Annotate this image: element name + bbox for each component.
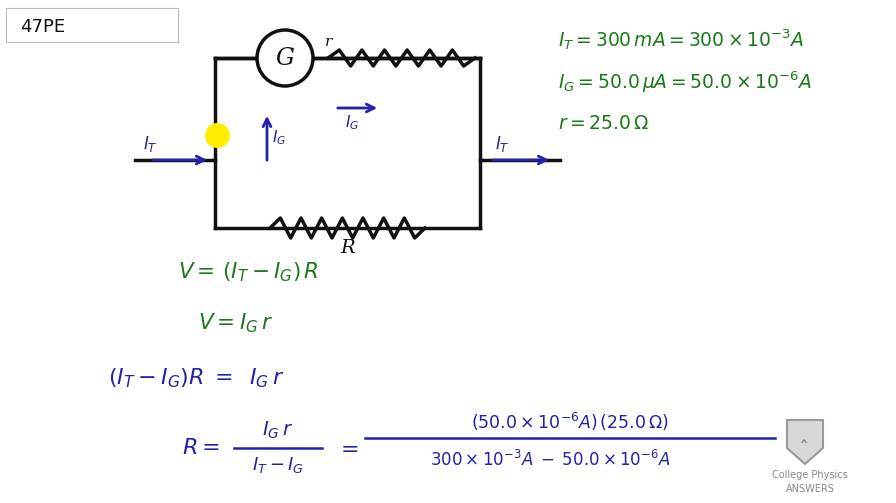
Text: $r = 25.0\,\Omega$: $r = 25.0\,\Omega$ bbox=[558, 115, 649, 133]
Text: $(50.0\times10^{-6}A)\,(25.0\,\Omega)$: $(50.0\times10^{-6}A)\,(25.0\,\Omega)$ bbox=[471, 411, 669, 433]
Text: r: r bbox=[325, 35, 332, 49]
Text: $I_G$: $I_G$ bbox=[272, 129, 286, 147]
Text: $R = $: $R = $ bbox=[182, 437, 220, 459]
Text: $I_T = 300\,mA = 300\times10^{-3}A$: $I_T = 300\,mA = 300\times10^{-3}A$ bbox=[558, 28, 805, 52]
Text: 47PE: 47PE bbox=[20, 18, 65, 36]
Polygon shape bbox=[787, 420, 823, 464]
Circle shape bbox=[257, 30, 313, 86]
Text: $=$: $=$ bbox=[336, 437, 358, 459]
Text: $\left(I_T - I_G\right)R\; =\;\; I_G\,r$: $\left(I_T - I_G\right)R\; =\;\; I_G\,r$ bbox=[108, 366, 285, 390]
Text: $I_G = 50.0\,\mu A = 50.0\times10^{-6}A$: $I_G = 50.0\,\mu A = 50.0\times10^{-6}A$ bbox=[558, 69, 812, 95]
Text: $300\times10^{-3}A\;-\;50.0\times10^{-6}A$: $300\times10^{-3}A\;-\;50.0\times10^{-6}… bbox=[430, 450, 670, 470]
Text: College Physics
ANSWERS: College Physics ANSWERS bbox=[772, 470, 848, 493]
Text: $\hat{}$: $\hat{}$ bbox=[801, 431, 809, 450]
Text: $I_T$: $I_T$ bbox=[495, 134, 510, 154]
Text: R: R bbox=[340, 239, 355, 257]
Text: G: G bbox=[276, 46, 295, 69]
Text: $I_G$: $I_G$ bbox=[345, 114, 359, 132]
Text: $V = \,(I_T - I_G)\,R$: $V = \,(I_T - I_G)\,R$ bbox=[178, 260, 319, 284]
FancyBboxPatch shape bbox=[6, 8, 178, 42]
Text: $I_T - I_G$: $I_T - I_G$ bbox=[252, 455, 304, 475]
Text: $I_G\,r$: $I_G\,r$ bbox=[263, 420, 294, 441]
Text: $V = I_G\,r$: $V = I_G\,r$ bbox=[198, 311, 273, 335]
Text: $I_T$: $I_T$ bbox=[143, 134, 158, 154]
